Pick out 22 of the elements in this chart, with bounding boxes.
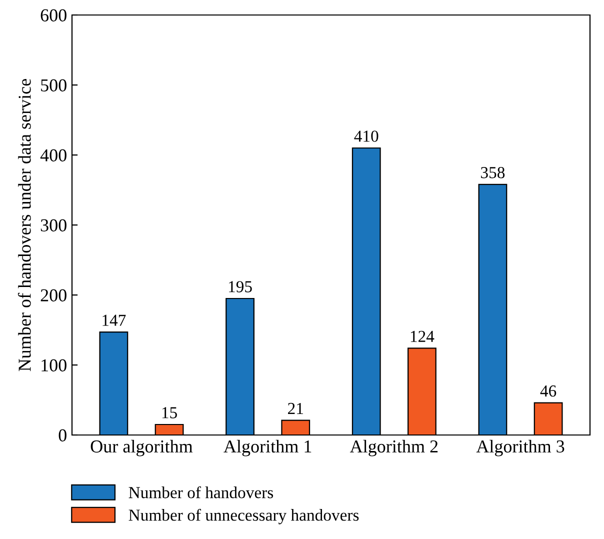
x-tick-label: Algorithm 2 (350, 440, 438, 456)
data-label: 147 (102, 314, 126, 326)
y-axis-title: Number of handovers under data service (18, 78, 31, 372)
data-label: 46 (540, 385, 556, 397)
y-tick-label: 500 (41, 79, 66, 92)
x-tick-label: Our algorithm (90, 440, 193, 456)
y-tick-label: 0 (58, 429, 66, 442)
y-tick-label: 300 (40, 219, 66, 232)
data-label: 410 (354, 130, 378, 142)
y-tick-label: 600 (40, 9, 66, 22)
y-tick-label: 200 (40, 289, 66, 302)
x-tick-label: Algorithm 1 (224, 440, 312, 456)
data-label: 21 (288, 402, 303, 414)
x-tick-label: Algorithm 3 (476, 440, 564, 456)
legend-label: Number of unnecessary handovers (128, 508, 359, 524)
data-label: 195 (229, 281, 252, 292)
y-tick-label: 400 (40, 149, 66, 162)
y-tick-label: 100 (42, 359, 66, 372)
data-label: 15 (162, 407, 177, 418)
legend-label: Number of handovers (128, 486, 274, 498)
data-label: 358 (481, 166, 505, 178)
data-label: 124 (410, 330, 434, 342)
